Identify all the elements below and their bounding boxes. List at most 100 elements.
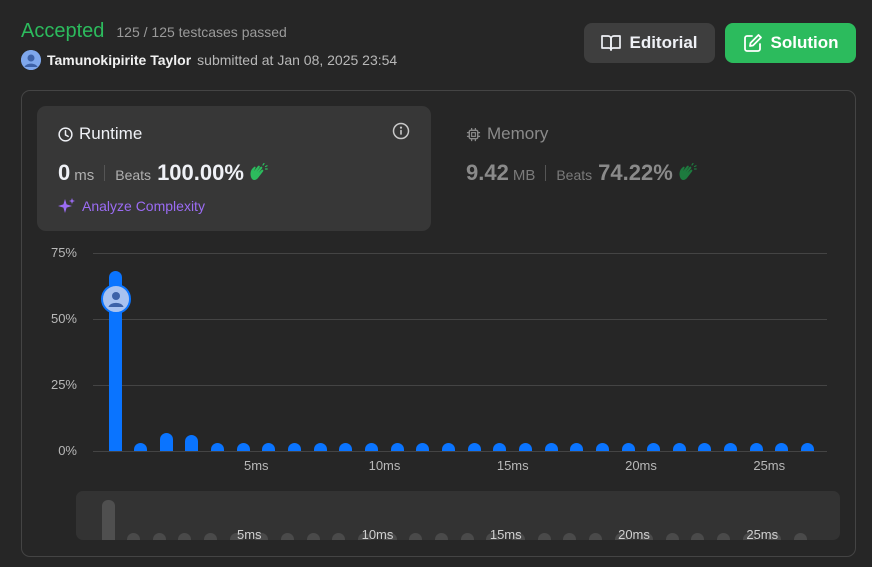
divider	[545, 165, 547, 181]
chart-bar[interactable]	[467, 443, 481, 451]
clapping-hands-icon	[679, 163, 697, 181]
memory-unit: MB	[512, 167, 536, 184]
chart-bar[interactable]	[339, 443, 353, 451]
chart-bar[interactable]	[698, 443, 712, 451]
chart-bar[interactable]	[570, 443, 584, 451]
chart-bar[interactable]	[108, 271, 122, 451]
editorial-button[interactable]: Editorial	[584, 23, 715, 63]
runtime-metric: 0 ms Beats 100.00%	[58, 160, 268, 186]
testcases-count: 125 / 125 testcases passed	[116, 24, 287, 40]
chart-bar[interactable]	[724, 443, 738, 451]
memory-beats-label: Beats	[556, 167, 593, 183]
chart-overview-scrubber[interactable]: 5ms 10ms 15ms 20ms 25ms	[76, 491, 840, 540]
runtime-unit: ms	[74, 167, 95, 184]
username-link[interactable]: Tamunokipirite Taylor	[47, 52, 192, 68]
mini-chart-bar	[486, 533, 500, 540]
book-icon	[601, 35, 622, 51]
chip-icon	[466, 127, 481, 141]
memory-value: 9.42	[466, 160, 509, 185]
chart-bar[interactable]	[390, 443, 404, 451]
edit-icon	[743, 34, 762, 52]
mini-chart-bar	[511, 533, 525, 540]
mini-chart-bar	[229, 533, 243, 540]
chart-bar[interactable]	[518, 443, 532, 451]
chart-bar[interactable]	[313, 443, 327, 451]
chart-bar[interactable]	[801, 443, 815, 451]
result-panel	[21, 90, 856, 557]
y-tick-label: 75%	[50, 245, 77, 260]
memory-beats-value: 74.22%	[598, 160, 673, 185]
memory-title[interactable]: Memory	[466, 124, 548, 144]
chart-bar[interactable]	[647, 443, 661, 451]
mini-chart-bar	[742, 533, 756, 540]
divider	[104, 165, 106, 181]
avatar[interactable]	[21, 50, 41, 70]
user-avatar-icon	[21, 50, 41, 70]
clock-icon	[58, 126, 73, 142]
chart-bar[interactable]	[672, 443, 686, 451]
analyze-complexity-label: Analyze Complexity	[82, 198, 205, 214]
x-tick-label: 25ms	[753, 458, 786, 473]
mini-chart-bar	[152, 533, 166, 540]
mini-x-tick-label: 5ms	[236, 527, 262, 540]
mini-chart-bar	[691, 533, 705, 540]
user-position-marker[interactable]	[101, 284, 131, 314]
mini-chart-bar	[383, 533, 397, 540]
runtime-title: Runtime	[58, 124, 142, 144]
chart-bar[interactable]	[211, 443, 225, 451]
x-tick-label: 10ms	[368, 458, 401, 473]
y-tick-label: 25%	[50, 377, 77, 392]
chart-bar[interactable]	[441, 443, 455, 451]
memory-metric: 9.42 MB Beats 74.22%	[466, 160, 697, 186]
mini-chart-bar	[281, 533, 295, 540]
chart-bar[interactable]	[544, 443, 558, 451]
chart-bar[interactable]	[749, 443, 763, 451]
mini-chart-bar	[588, 533, 602, 540]
editorial-label: Editorial	[629, 33, 698, 52]
chart-bar[interactable]	[236, 443, 250, 451]
mini-chart-bar	[768, 533, 782, 540]
mini-chart-bar	[665, 533, 679, 540]
gridline	[93, 319, 827, 320]
mini-chart-bar	[563, 533, 577, 540]
mini-chart-bar	[255, 533, 269, 540]
mini-chart-bar	[640, 533, 654, 540]
chart-bar[interactable]	[288, 443, 302, 451]
mini-chart-bar	[460, 533, 474, 540]
mini-chart-bar	[178, 533, 192, 540]
chart-bar[interactable]	[493, 443, 507, 451]
chart-bar[interactable]	[159, 432, 173, 451]
chart-bar[interactable]	[621, 443, 635, 451]
runtime-title-label: Runtime	[79, 124, 143, 143]
mini-chart-bar	[537, 533, 551, 540]
mini-x-tick-label: 10ms	[361, 527, 394, 540]
mini-chart-bar	[204, 533, 218, 540]
chart-bar[interactable]	[365, 443, 378, 451]
chart-bar[interactable]	[595, 443, 609, 451]
chart-bar[interactable]	[134, 443, 148, 451]
analyze-complexity-link[interactable]: Analyze Complexity	[58, 197, 205, 215]
solution-label: Solution	[770, 33, 839, 52]
submission-header: Accepted 125 / 125 testcases passed Tamu…	[21, 20, 397, 70]
x-tick-label: 20ms	[625, 458, 657, 473]
mini-chart-bar	[306, 533, 320, 540]
gridline	[93, 385, 827, 386]
mini-chart-bar	[614, 533, 628, 540]
runtime-beats-label: Beats	[115, 167, 152, 183]
chart-bar[interactable]	[185, 435, 199, 451]
mini-chart-bar	[717, 533, 731, 540]
solution-button[interactable]: Solution	[725, 23, 856, 63]
x-tick-label: 15ms	[496, 458, 529, 473]
chart-bar[interactable]	[262, 443, 276, 451]
runtime-card[interactable]	[37, 106, 431, 231]
mini-x-tick-label: 15ms	[489, 527, 522, 540]
mini-chart-bar	[409, 533, 423, 540]
info-icon[interactable]	[392, 122, 410, 140]
chart-bar[interactable]	[775, 443, 789, 451]
clapping-hands-icon	[250, 163, 268, 181]
chart-bar[interactable]	[416, 443, 430, 451]
gridline	[93, 451, 827, 452]
mini-chart-bar	[332, 533, 346, 540]
sparkle-icon	[58, 198, 75, 213]
mini-x-tick-label: 25ms	[746, 527, 779, 540]
